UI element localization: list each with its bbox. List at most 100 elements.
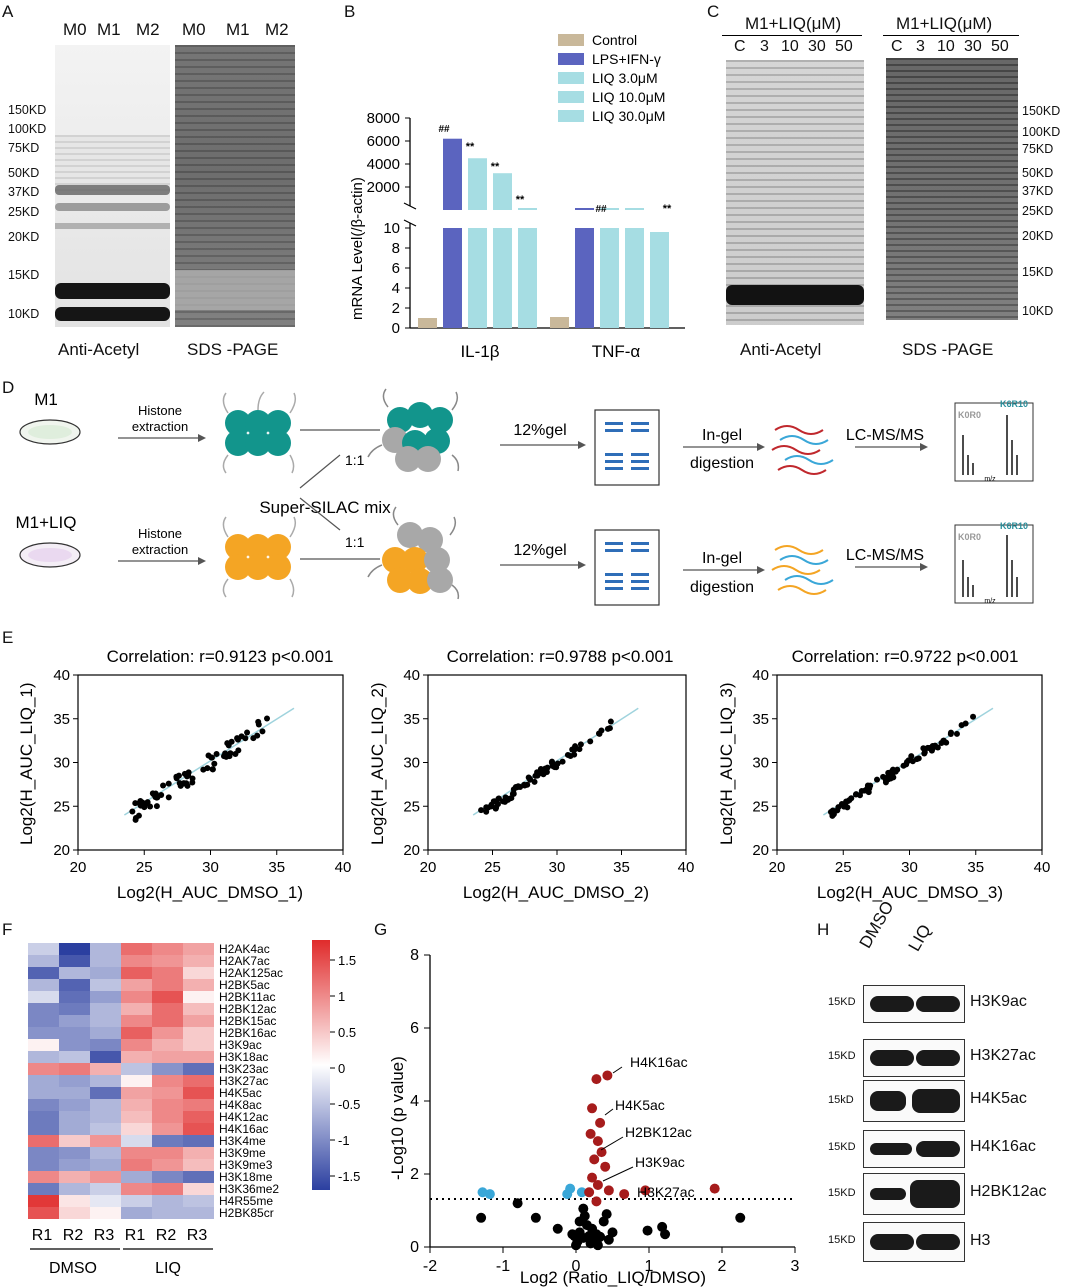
heatmap-cell: [121, 943, 152, 955]
volcano-point-up: [709, 1183, 720, 1194]
plot-title: Correlation: r=0.9123 p<0.001: [107, 647, 334, 666]
heatmap-cell: [152, 1123, 183, 1135]
caption: SDS -PAGE: [187, 340, 279, 359]
step-label: Histone: [138, 403, 182, 418]
data-point: [531, 778, 538, 785]
data-point: [848, 795, 855, 802]
data-point: [970, 713, 977, 720]
row-label: H2BK15ac: [219, 1014, 276, 1028]
volcano-point-up: [640, 1185, 651, 1196]
tick-label: 25: [403, 798, 420, 815]
volcano-point: [660, 1229, 671, 1240]
tick-label: 35: [268, 859, 285, 876]
tick-label: 35: [613, 859, 630, 876]
heatmap-cell: [183, 1039, 214, 1051]
step-label: In-gel: [702, 427, 742, 444]
marker-label: 75KD: [1022, 142, 1054, 156]
volcano-points: [476, 1070, 746, 1251]
heatmap-cell: [90, 955, 121, 967]
heatmap-cell: [28, 1171, 59, 1183]
bar: [575, 228, 594, 328]
kd-label: 15kD: [828, 1094, 854, 1106]
heatmap-cell: [183, 1015, 214, 1027]
data-point: [905, 757, 912, 764]
data-point: [205, 752, 212, 759]
bar-chart-b: Control LPS+IFN-γ LIQ 3.0μM LIQ 10.0μM L…: [349, 32, 685, 361]
heatmap-cell: [121, 1075, 152, 1087]
lane-label: 3: [916, 38, 925, 55]
row-label: H3K9me: [219, 1146, 266, 1160]
heatmap-cell: [183, 1123, 214, 1135]
data-point: [506, 795, 513, 802]
panel-letter-a: A: [2, 2, 14, 21]
volcano-point: [512, 1198, 523, 1209]
tick-label: 35: [403, 711, 420, 728]
heatmap-cell: [59, 1039, 90, 1051]
volcano-point-up: [592, 1179, 603, 1190]
volcano-point: [571, 1240, 581, 1251]
data-point: [200, 766, 207, 773]
panel-letter-d: D: [2, 378, 15, 397]
sig-mark: **: [663, 203, 672, 215]
volcano-point: [592, 1240, 603, 1251]
column-label: R1: [125, 1227, 146, 1244]
heatmap-cell: [152, 1159, 183, 1171]
x-axis-label: Log2(H_AUC_DMSO_1): [117, 883, 303, 902]
volcano-point: [595, 1231, 606, 1242]
data-point: [958, 722, 965, 729]
data-point: [908, 753, 915, 760]
tick-label: 40: [752, 667, 769, 684]
heatmap-cell: [121, 1207, 152, 1219]
sig-mark: **: [491, 161, 500, 173]
row-label: H3K36me2: [219, 1182, 279, 1196]
upper-ticks: 8000 6000 4000 2000: [367, 110, 410, 196]
heatmap-cell: [152, 1063, 183, 1075]
heatmap-cell: [152, 943, 183, 955]
heatmap-cell: [152, 1183, 183, 1195]
heatmap-cell: [152, 979, 183, 991]
heatmap-cell: [152, 1027, 183, 1039]
heatmap-cell: [28, 1123, 59, 1135]
heatmap-cell: [59, 1111, 90, 1123]
y-axis-label: Log2(H_AUC_LIQ_2): [368, 682, 387, 845]
svg-text:K0R0: K0R0: [958, 410, 981, 420]
marker-label: 37KD: [1022, 184, 1054, 198]
heatmap-cell: [59, 955, 90, 967]
volcano-point: [642, 1225, 653, 1236]
heatmap-cell: [59, 1123, 90, 1135]
data-point: [483, 808, 490, 815]
bar: [518, 228, 537, 328]
row-label: H2BK5ac: [219, 978, 270, 992]
heatmap-cell: [183, 1003, 214, 1015]
heatmap-cell: [90, 1159, 121, 1171]
tick-label: 1: [645, 1258, 654, 1275]
heatmap-cell: [90, 943, 121, 955]
workflow-diagram: M1 Histone extraction 1:1 12%gel: [16, 388, 1034, 606]
heatmap-cell: [152, 1087, 183, 1099]
volcano-point-down: [576, 1187, 587, 1198]
data-point: [185, 769, 192, 776]
data-point: [834, 807, 841, 814]
legend-swatch: [558, 91, 584, 103]
svg-text:K6R10: K6R10: [1000, 399, 1028, 409]
blot-label: H3: [970, 1232, 991, 1249]
bar-upper: [518, 208, 537, 210]
volcano-point-up: [585, 1128, 596, 1139]
tick-label: 35: [53, 711, 70, 728]
heatmap-cell: [90, 979, 121, 991]
heatmap-cell: [152, 1207, 183, 1219]
heatmap: H2AK4acH2AK7acH2AK125acH2BK5acH2BK11acH2…: [28, 940, 360, 1277]
point-annotation: H4K16ac: [630, 1054, 688, 1070]
tick-label: 25: [752, 798, 769, 815]
heatmap-cells: [28, 943, 214, 1219]
heatmap-cell: [59, 1183, 90, 1195]
tick-label: 40: [335, 859, 352, 876]
heatmap-cell: [152, 1195, 183, 1207]
y-axis-label: mRNA Level(/β-actin): [349, 177, 366, 320]
tick-label: 20: [752, 842, 769, 859]
bar-upper: [493, 173, 512, 210]
heatmap-cell: [152, 1039, 183, 1051]
svg-text:m/z: m/z: [984, 598, 996, 605]
marker-label: 10KD: [8, 307, 40, 321]
data-point: [885, 776, 892, 783]
